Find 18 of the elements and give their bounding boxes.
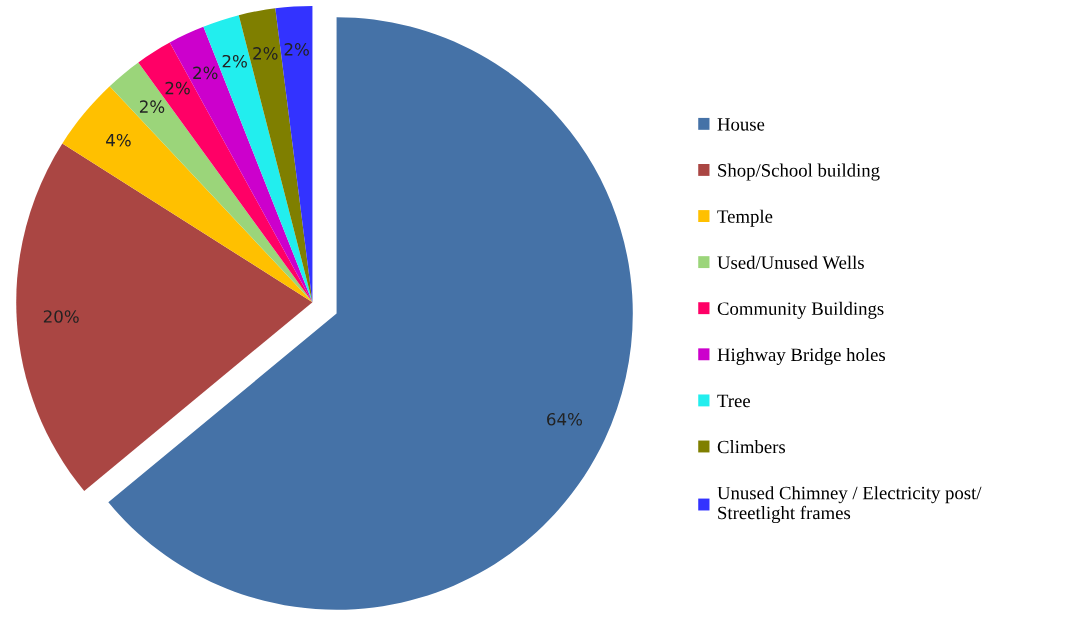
data-label: 4% — [106, 133, 131, 147]
data-label: 64% — [547, 412, 583, 426]
data-label: 20% — [43, 310, 79, 323]
data-label: 2% — [222, 54, 247, 68]
data-label: 2% — [165, 81, 190, 95]
legend-label: Temple — [717, 209, 773, 227]
legend-label: Tree — [717, 394, 751, 408]
legend-label: Used/Unused Wells — [717, 255, 864, 270]
legend-label: Highway Bridge holes — [717, 347, 886, 365]
data-label: 2% — [139, 100, 165, 113]
data-label: 2% — [284, 43, 309, 56]
legend-label: Shop/School building — [718, 163, 880, 181]
data-label: 2% — [253, 47, 278, 60]
legend-label: House — [717, 118, 765, 131]
data-label: 2% — [193, 66, 218, 80]
legend-label: Unused Chimney / Electricity post/ Streetlight frames — [717, 486, 982, 524]
legend-label: Community Buildings — [717, 301, 884, 319]
legend-label: Climbers — [717, 440, 786, 454]
